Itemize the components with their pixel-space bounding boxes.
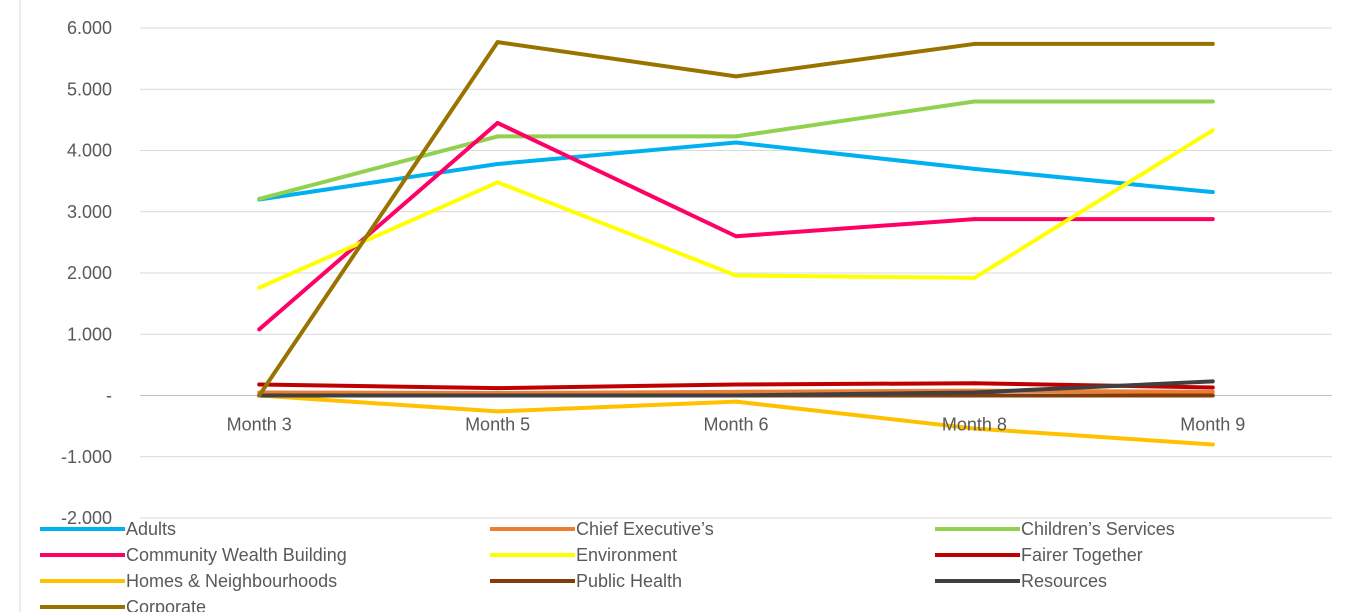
- data-point: [1210, 190, 1215, 195]
- data-point: [495, 180, 500, 185]
- data-point: [972, 217, 977, 222]
- data-point: [1210, 41, 1215, 46]
- series-line-4: [258, 128, 1214, 290]
- legend-entry-label: Community Wealth Building: [126, 545, 347, 565]
- data-point: [734, 393, 738, 398]
- data-point: [257, 285, 262, 290]
- data-point: [1210, 385, 1215, 390]
- data-point: [495, 393, 500, 398]
- data-point: [734, 382, 738, 387]
- data-point: [1210, 128, 1215, 133]
- y-axis-ticks: 6.000 5.000 4.000 3.000 2.000 1.000 - -1.000 -2.…: [61, 18, 112, 528]
- data-point: [972, 390, 977, 395]
- data-point: [257, 327, 262, 332]
- data-point: [495, 161, 500, 166]
- data-point: [1210, 393, 1215, 398]
- data-point: [495, 134, 500, 139]
- x-axis-ticks: Month 3 Month 5 Month 6 Month 8 Month 9: [227, 415, 1246, 435]
- series-line-0: [258, 140, 1213, 202]
- legend-entry-label: Chief Executive’s: [576, 519, 714, 539]
- gridlines: [140, 27, 1332, 519]
- y-tick-label: 3.000: [67, 202, 112, 222]
- x-tick-label: Month 5: [465, 415, 530, 435]
- data-point: [734, 273, 738, 278]
- x-tick-label: Month 6: [703, 415, 768, 435]
- data-point: [495, 409, 500, 414]
- data-point: [734, 134, 738, 139]
- series-lines: [257, 40, 1215, 447]
- legend-entry-label: Environment: [576, 545, 677, 565]
- data-point: [257, 382, 262, 387]
- data-point: [1210, 389, 1215, 394]
- x-tick-label: Month 3: [227, 415, 292, 435]
- data-point: [1210, 442, 1215, 447]
- data-point: [495, 386, 500, 391]
- y-tick-label: 1.000: [67, 324, 112, 344]
- legend-entry-label: Resources: [1021, 571, 1107, 591]
- legend: Adults Chief Executive’s Children’s Servic…: [40, 519, 1175, 612]
- legend-entry-label: Corporate: [126, 597, 206, 612]
- y-tick-label: 4.000: [67, 141, 112, 161]
- y-tick-label: 5.000: [67, 79, 112, 99]
- legend-entry-label: Public Health: [576, 571, 682, 591]
- data-point: [972, 275, 977, 280]
- legend-entry-label: Fairer Together: [1021, 545, 1143, 565]
- data-point: [734, 389, 738, 394]
- x-tick-label: Month 8: [942, 415, 1007, 435]
- y-tick-label: -: [106, 386, 112, 406]
- y-tick-label: -1.000: [61, 447, 112, 467]
- data-point: [972, 99, 977, 104]
- x-tick-label: Month 9: [1180, 415, 1245, 435]
- data-point: [1210, 217, 1215, 222]
- data-point: [257, 393, 262, 398]
- data-point: [734, 140, 738, 145]
- data-point: [734, 234, 738, 239]
- data-point: [1210, 379, 1215, 384]
- data-point: [734, 399, 738, 404]
- y-tick-label: -2.000: [61, 508, 112, 528]
- data-point: [495, 120, 500, 125]
- y-tick-label: 2.000: [67, 263, 112, 283]
- data-point: [972, 426, 977, 431]
- legend-entry-label: Adults: [126, 519, 176, 539]
- data-point: [257, 196, 262, 201]
- data-point: [972, 393, 977, 398]
- data-point: [1210, 99, 1215, 104]
- data-point: [972, 41, 977, 46]
- data-point: [972, 381, 977, 386]
- legend-entry-label: Homes & Neighbourhoods: [126, 571, 337, 591]
- data-point: [495, 40, 500, 45]
- y-tick-label: 6.000: [67, 18, 112, 38]
- data-point: [734, 74, 738, 79]
- legend-entry-label: Children’s Services: [1021, 519, 1175, 539]
- data-point: [972, 166, 977, 171]
